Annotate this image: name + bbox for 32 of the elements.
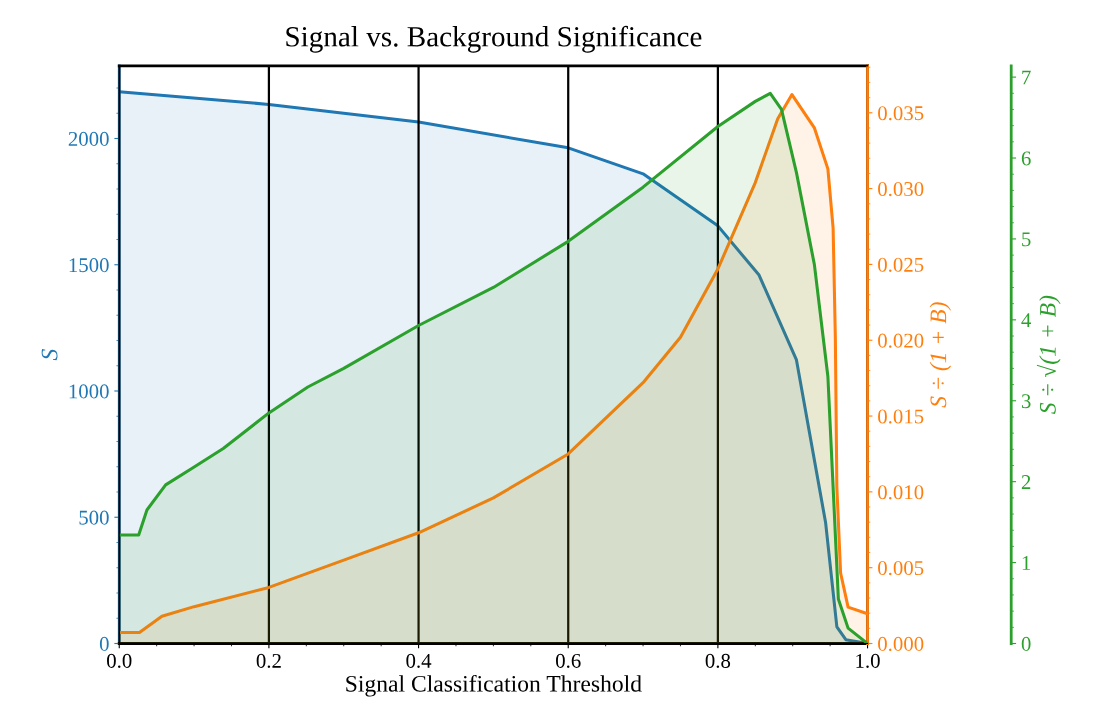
x-axis-title: Signal Classification Threshold [346, 674, 642, 697]
y-tick-label: 2000 [68, 131, 109, 146]
y3-tick-label: 5 [1022, 232, 1031, 247]
y2-tick-label: 0.020 [878, 333, 924, 348]
y3-tick-label: 0 [1021, 636, 1031, 651]
y2-tick-label: 0.015 [878, 409, 924, 424]
y2-axis-title: S ÷ (1 + B) [929, 302, 952, 408]
x-tick-label: 0.8 [705, 653, 731, 668]
x-tick-label: 0.2 [256, 653, 281, 668]
y3-tick-label: 7 [1022, 70, 1031, 85]
y-tick-label: 1000 [69, 384, 109, 399]
y2-tick-label: 0.035 [878, 106, 924, 121]
y2-tick-label: 0.010 [878, 485, 924, 500]
y2-tick-label: 0.005 [878, 561, 924, 576]
x-tick-label: 0.0 [107, 653, 132, 668]
y2-tick-label: 0.030 [878, 181, 924, 197]
y3-tick-label: 3 [1021, 394, 1031, 409]
y-tick-label: 0 [99, 636, 109, 651]
y3-axis-title: S ÷ √(1 + B) [1036, 295, 1061, 414]
chart-title: Signal vs. Background Significance [286, 25, 702, 53]
y3-tick-label: 2 [1021, 475, 1031, 489]
y2-tick-label: 0.000 [878, 636, 924, 652]
y-tick-label: 1500 [69, 258, 109, 273]
x-tick-label: 0.6 [556, 653, 581, 668]
y-axis-title: S [41, 349, 58, 361]
y-tick-label: 500 [79, 510, 109, 525]
x-tick-label: 1.0 [856, 653, 880, 668]
y2-tick-label: 0.025 [878, 257, 924, 272]
y3-tick-label: 6 [1021, 151, 1031, 166]
y3-tick-label: 4 [1021, 313, 1032, 328]
y3-tick-label: 1 [1022, 556, 1031, 570]
x-tick-label: 0.4 [406, 653, 432, 668]
